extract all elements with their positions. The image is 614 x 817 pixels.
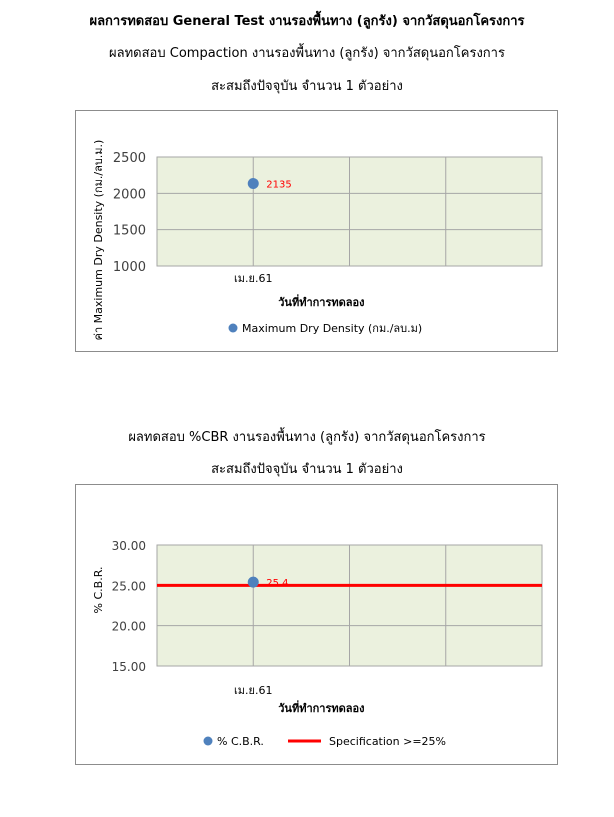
data-label: 2135 — [266, 180, 291, 191]
legend-label-series: Maximum Dry Density (กม./ลบ.ม) — [242, 322, 422, 335]
cbr-title: ผลทดสอบ %CBR งานรองพื้นทาง (ลูกรัง) จากว… — [128, 430, 486, 445]
legend-marker-point — [203, 736, 213, 746]
compaction-count: สะสมถึงปัจจุบัน จำนวน 1 ตัวอย่าง — [211, 79, 403, 94]
data-label: 25.4 — [266, 578, 288, 589]
x-category-label: เม.ย.61 — [234, 684, 272, 697]
legend-label-spec: Specification >=25% — [329, 735, 446, 748]
x-axis-title: วันที่ทำการทดลอง — [278, 294, 364, 309]
y-tick-label: 30.00 — [112, 539, 146, 553]
x-category-label: เม.ย.61 — [234, 272, 272, 285]
y-tick-label: 20.00 — [112, 620, 146, 634]
y-tick-label: 15.00 — [112, 660, 146, 674]
y-tick-label: 25.00 — [112, 579, 146, 593]
data-point — [247, 178, 259, 190]
data-point — [247, 576, 259, 588]
y-tick-label: 1500 — [113, 224, 146, 239]
legend-label-series: % C.B.R. — [217, 735, 264, 748]
y-axis-title: ค่า Maximum Dry Density (กม./ลบ.ม.) — [92, 140, 105, 341]
cbr-count: สะสมถึงปัจจุบัน จำนวน 1 ตัวอย่าง — [211, 462, 403, 477]
y-tick-label: 2500 — [113, 151, 146, 166]
y-tick-label: 2000 — [113, 187, 146, 202]
x-axis-title: วันที่ทำการทดลอง — [278, 700, 364, 715]
y-axis-title: % C.B.R. — [92, 567, 105, 614]
legend-marker-point — [228, 323, 238, 333]
main-title: ผลการทดสอบ General Test งานรองพื้นทาง (ล… — [89, 14, 525, 29]
compaction-title: ผลทดสอบ Compaction งานรองพื้นทาง (ลูกรัง… — [109, 46, 505, 61]
y-tick-label: 1000 — [113, 260, 146, 275]
